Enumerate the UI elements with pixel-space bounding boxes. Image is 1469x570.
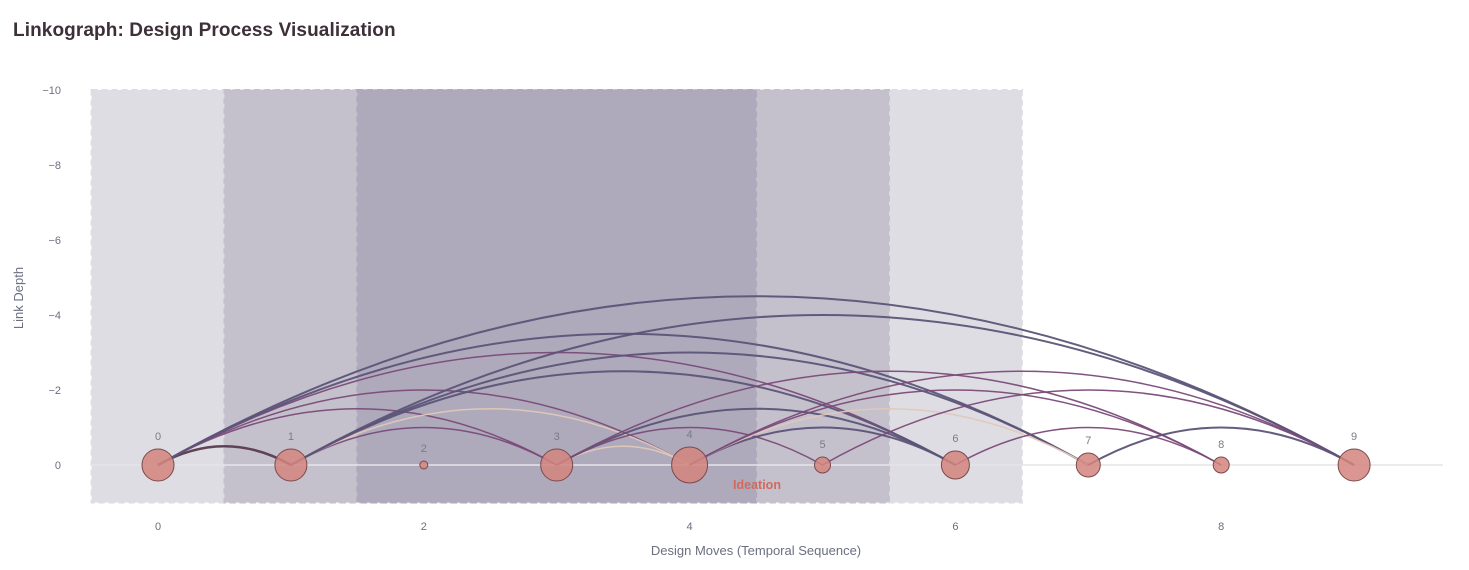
design-moves	[141, 446, 1371, 484]
move-node-5	[814, 456, 831, 474]
link-arc-1-9	[290, 314, 1355, 466]
move-label-2: 2	[421, 443, 427, 455]
link-arc-1-7	[290, 351, 1089, 466]
chart-title: Linkograph: Design Process Visualization	[13, 20, 396, 41]
phase-bands	[90, 89, 1023, 504]
link-arc-4-7	[689, 408, 1089, 466]
x-tick-label: 6	[952, 521, 958, 533]
link-arc-1-4	[290, 408, 690, 466]
x-tick-label: 2	[421, 521, 427, 533]
x-tick-label: 8	[1218, 521, 1224, 533]
x-tick-label: 4	[687, 521, 693, 533]
move-node-0	[141, 448, 175, 482]
move-label-1: 1	[288, 431, 294, 443]
link-arc-0-9	[157, 295, 1355, 466]
move-node-8	[1212, 456, 1230, 474]
move-label-7: 7	[1085, 435, 1091, 447]
move-label-3: 3	[554, 431, 560, 443]
move-node-3	[540, 448, 574, 482]
y-tick-label: −10	[42, 85, 61, 97]
y-tick-label: −2	[48, 385, 61, 397]
phase-label: Ideation	[733, 478, 781, 492]
phase-band-2	[356, 89, 758, 504]
link-arc-5-9	[822, 389, 1355, 466]
move-node-7	[1075, 452, 1101, 478]
link-arc-4-6	[689, 426, 956, 466]
move-node-4	[671, 446, 709, 484]
link-arc-4-9	[689, 370, 1355, 466]
x-tick-label: 0	[155, 521, 161, 533]
link-arc-6-8	[955, 426, 1222, 466]
move-node-6	[940, 450, 970, 480]
y-axis-title: Link Depth	[11, 267, 26, 329]
link-arc-0-4	[157, 389, 690, 466]
link-arc-0-3	[157, 408, 558, 466]
link-arc-4-8	[689, 389, 1222, 466]
move-node-1	[274, 448, 308, 482]
y-tick-label: −8	[48, 160, 61, 172]
link-arc-1-6	[290, 370, 956, 466]
annotations: 0 1 2 3 4 5 6 7 8 9 Ideation	[155, 429, 1357, 492]
move-node-2	[419, 460, 429, 470]
move-label-5: 5	[819, 439, 825, 451]
link-arc-3-6	[556, 407, 956, 466]
move-label-9: 9	[1351, 431, 1357, 443]
link-arc-0-7	[157, 332, 1089, 466]
move-label-8: 8	[1218, 439, 1224, 451]
move-label-0: 0	[155, 431, 161, 443]
move-label-4: 4	[687, 429, 693, 441]
x-axis-title: Design Moves (Temporal Sequence)	[651, 543, 861, 558]
move-label-6: 6	[952, 433, 958, 445]
link-arc-1-3	[290, 426, 558, 466]
y-tick-label: −4	[48, 310, 61, 322]
y-tick-label: 0	[55, 460, 61, 472]
link-arc-3-8	[556, 370, 1222, 466]
move-node-9	[1337, 448, 1371, 482]
link-arc-7-9	[1087, 426, 1355, 466]
y-tick-label: −6	[48, 235, 61, 247]
